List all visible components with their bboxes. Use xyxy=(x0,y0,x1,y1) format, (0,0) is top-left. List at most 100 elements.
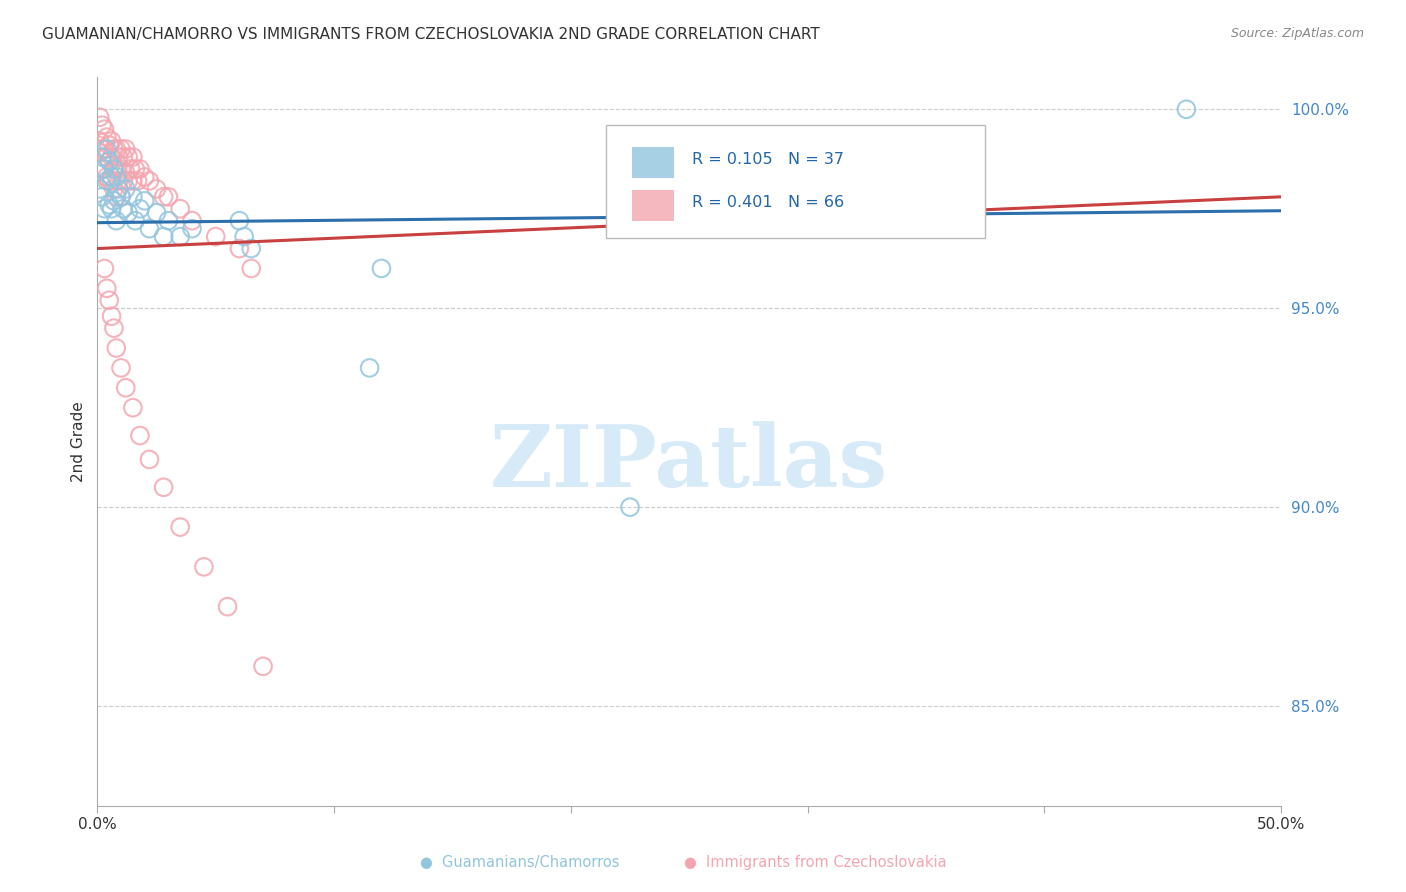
Point xyxy=(169,202,191,216)
Point xyxy=(93,161,115,176)
Point xyxy=(98,138,121,153)
Point xyxy=(100,134,122,148)
Point xyxy=(98,198,121,212)
Point xyxy=(91,150,114,164)
Point xyxy=(105,190,128,204)
Point xyxy=(96,130,118,145)
Point xyxy=(114,142,136,156)
Point xyxy=(359,360,381,375)
Point xyxy=(100,174,122,188)
Point xyxy=(152,480,174,494)
Point xyxy=(110,190,132,204)
Point xyxy=(107,182,129,196)
Point xyxy=(228,213,250,227)
Point xyxy=(114,182,136,196)
Point xyxy=(96,281,118,295)
Point xyxy=(121,150,143,164)
Point xyxy=(107,150,129,164)
Point xyxy=(181,213,204,227)
Point xyxy=(619,500,641,515)
Point xyxy=(98,153,121,168)
Point xyxy=(193,559,215,574)
Point xyxy=(112,174,135,188)
Point xyxy=(98,153,121,168)
Point xyxy=(117,150,139,164)
Point xyxy=(134,169,156,184)
Point xyxy=(112,150,135,164)
Point xyxy=(89,182,111,196)
Point xyxy=(89,110,111,124)
Point xyxy=(138,452,160,467)
Point xyxy=(124,213,146,227)
Point xyxy=(98,293,121,308)
Point xyxy=(103,161,125,176)
Point xyxy=(117,174,139,188)
Text: GUAMANIAN/CHAMORRO VS IMMIGRANTS FROM CZECHOSLOVAKIA 2ND GRADE CORRELATION CHART: GUAMANIAN/CHAMORRO VS IMMIGRANTS FROM CZ… xyxy=(42,27,820,42)
Point xyxy=(103,182,125,196)
Point xyxy=(240,242,263,256)
Point xyxy=(93,202,115,216)
Point xyxy=(105,213,128,227)
Point xyxy=(121,401,143,415)
Point xyxy=(110,360,132,375)
Point xyxy=(100,202,122,216)
Point xyxy=(105,341,128,355)
Bar xyxy=(633,147,673,178)
Point xyxy=(204,229,226,244)
Point xyxy=(145,205,167,219)
Point xyxy=(100,150,122,164)
Point xyxy=(1175,103,1198,117)
Point xyxy=(240,261,263,276)
Point xyxy=(112,202,135,216)
Point xyxy=(114,381,136,395)
Point xyxy=(105,169,128,184)
Point xyxy=(98,174,121,188)
Point xyxy=(117,205,139,219)
Point xyxy=(157,190,180,204)
Point xyxy=(124,161,146,176)
Point xyxy=(91,118,114,132)
Point xyxy=(91,142,114,156)
Point xyxy=(169,229,191,244)
Point xyxy=(138,174,160,188)
Point xyxy=(228,242,250,256)
Text: R = 0.401   N = 66: R = 0.401 N = 66 xyxy=(692,195,844,211)
Point xyxy=(93,161,115,176)
Point xyxy=(129,428,152,442)
Point xyxy=(217,599,239,614)
Point xyxy=(134,194,156,208)
Point xyxy=(121,174,143,188)
Point xyxy=(93,261,115,276)
Point xyxy=(93,142,115,156)
Point xyxy=(100,169,122,184)
Text: R = 0.105   N = 37: R = 0.105 N = 37 xyxy=(692,152,844,167)
Point xyxy=(96,142,118,156)
Text: ZIPatlas: ZIPatlas xyxy=(491,421,889,506)
Point xyxy=(96,150,118,164)
Point xyxy=(138,221,160,235)
Y-axis label: 2nd Grade: 2nd Grade xyxy=(72,401,86,482)
Point xyxy=(103,161,125,176)
Point xyxy=(233,229,256,244)
Point xyxy=(91,161,114,176)
Point xyxy=(129,202,152,216)
Point xyxy=(120,161,142,176)
Point xyxy=(96,174,118,188)
Point xyxy=(114,166,136,180)
Point xyxy=(110,190,132,204)
Point xyxy=(127,174,149,188)
FancyBboxPatch shape xyxy=(606,125,986,237)
Point xyxy=(252,659,274,673)
Point xyxy=(152,190,174,204)
Point xyxy=(91,190,114,204)
Point xyxy=(152,229,174,244)
Point xyxy=(103,142,125,156)
Text: Source: ZipAtlas.com: Source: ZipAtlas.com xyxy=(1230,27,1364,40)
Point xyxy=(107,174,129,188)
Point xyxy=(93,122,115,136)
Point xyxy=(110,161,132,176)
Point xyxy=(181,221,204,235)
Point xyxy=(103,321,125,335)
Text: ●  Immigrants from Czechoslovakia: ● Immigrants from Czechoslovakia xyxy=(685,855,946,870)
Point xyxy=(110,142,132,156)
